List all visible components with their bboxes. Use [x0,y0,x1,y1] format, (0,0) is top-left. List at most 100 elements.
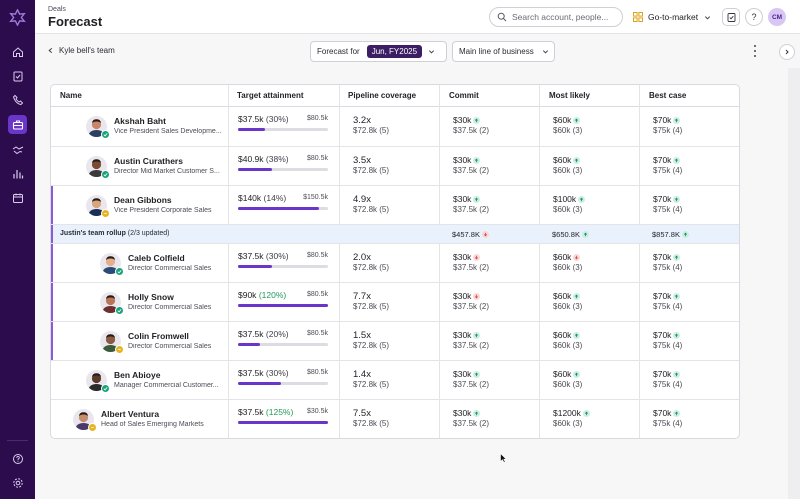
column-header-best-case[interactable]: Best case [649,91,687,100]
commit-value[interactable]: $30k [453,194,481,204]
phone-icon[interactable] [8,90,27,109]
chevron-right-icon[interactable] [86,299,93,306]
table-row[interactable]: Albert Ventura Head of Sales Emerging Mar… [51,400,739,438]
person-name[interactable]: Colin Fromwell [128,331,189,341]
commit-value[interactable]: $30k [453,330,481,340]
bar-chart-icon[interactable] [8,164,27,183]
commit-value[interactable]: $30k [453,291,481,301]
avatar[interactable] [100,292,124,315]
avatar[interactable] [73,409,97,432]
avatar[interactable] [100,331,124,354]
table-row[interactable]: Austin Curathers Director Mid Market Cust… [51,147,739,186]
chevron-right-icon[interactable] [59,416,66,423]
likely-value[interactable]: $60k [553,155,581,165]
workspace-switcher[interactable]: Go-to-market [633,9,711,25]
help-icon[interactable] [8,449,27,468]
line-of-business-select[interactable]: Main line of business [452,41,555,62]
avatar[interactable] [86,195,110,218]
breadcrumb[interactable]: Deals [48,6,66,13]
help-button[interactable]: ? [745,8,763,26]
likely-value[interactable]: $60k [553,291,581,301]
likely-value[interactable]: $60k [553,369,581,379]
column-header-pipeline-coverage[interactable]: Pipeline coverage [348,91,417,100]
trend-up-icon [673,409,681,417]
person-name[interactable]: Holly Snow [128,292,174,302]
commit-value[interactable]: $30k [453,115,481,125]
person-name[interactable]: Austin Curathers [114,156,183,166]
person-name[interactable]: Akshah Baht [114,116,166,126]
coverage-ratio: 1.5x [353,330,371,341]
panel-toggle-button[interactable] [779,44,795,60]
best-value[interactable]: $70k [653,408,681,418]
commit-detail: $37.5k (2) [453,380,490,389]
table-row[interactable]: Dean Gibbons Vice President Corporate Sal… [51,186,739,225]
back-link[interactable]: Kyle bell's team [47,46,115,55]
app-logo-icon[interactable] [9,9,26,26]
commit-value[interactable]: $30k [453,369,481,379]
likely-value[interactable]: $60k [553,330,581,340]
person-name[interactable]: Albert Ventura [101,409,160,419]
best-value[interactable]: $70k [653,369,681,379]
likely-detail: $60k (3) [553,166,583,175]
commit-amount: $30k [453,369,472,379]
clipboard-icon[interactable] [8,66,27,85]
commit-value[interactable]: $30k [453,252,481,262]
tasks-button[interactable] [722,8,740,26]
sidebar-divider [7,440,28,441]
person-name[interactable]: Ben Abioye [114,370,161,380]
rollup-commit-value: $457.8K [452,230,480,239]
column-header-commit[interactable]: Commit [449,91,479,100]
column-header-name[interactable]: Name [60,91,82,100]
submitted-check-icon [101,130,110,139]
avatar[interactable] [86,156,110,179]
avatar[interactable] [86,370,110,393]
rollup-title: Justin's team rollup [60,230,126,237]
handshake-icon[interactable] [8,140,27,159]
best-value[interactable]: $70k [653,291,681,301]
table-row[interactable]: Colin Fromwell Director Commercial Sales $… [51,322,739,361]
likely-value[interactable]: $100k [553,194,586,204]
column-header-target-attainment[interactable]: Target attainment [237,91,304,100]
best-value[interactable]: $70k [653,252,681,262]
column-header-most-likely[interactable]: Most likely [549,91,590,100]
commit-amount: $30k [453,115,472,125]
search-box[interactable] [489,7,623,27]
chevron-right-icon[interactable] [72,377,79,384]
chevron-right-icon[interactable] [86,260,93,267]
best-value[interactable]: $70k [653,115,681,125]
table-row[interactable]: Caleb Colfield Director Commercial Sales $… [51,244,739,283]
best-value[interactable]: $70k [653,330,681,340]
commit-value[interactable]: $30k [453,408,481,418]
table-row[interactable]: Akshah Baht Vice President Sales Developm… [51,107,739,147]
person-name[interactable]: Caleb Colfield [128,253,185,263]
chevron-right-icon[interactable] [72,123,79,130]
briefcase-icon[interactable] [8,115,27,134]
likely-value[interactable]: $60k [553,115,581,125]
rollup-row[interactable]: Justin's team rollup (2/3 updated) $457.8… [51,225,739,244]
best-value[interactable]: $70k [653,155,681,165]
settings-icon[interactable] [8,473,27,492]
user-avatar[interactable]: CM [768,8,786,26]
search-input[interactable] [512,12,622,22]
forecast-period-select[interactable]: Forecast for Jun, FY2025 [310,41,447,62]
likely-value[interactable]: $1200k [553,408,590,418]
attainment-value: $40.9k (38%) [238,154,289,164]
chevron-right-icon[interactable] [72,163,79,170]
home-icon[interactable] [8,42,27,61]
person-name[interactable]: Dean Gibbons [114,195,172,205]
avatar[interactable] [100,253,124,276]
table-row[interactable]: Holly Snow Director Commercial Sales $90k … [51,283,739,322]
calendar-icon[interactable] [8,188,27,207]
chevron-right-icon[interactable] [86,338,93,345]
table-row[interactable]: Ben Abioye Manager Commercial Customer...… [51,361,739,400]
submitted-check-icon [101,170,110,179]
likely-value[interactable]: $60k [553,252,581,262]
rollup-label: Justin's team rollup (2/3 updated) [60,230,169,237]
chevron-down-icon[interactable] [72,202,79,209]
attainment-progress-fill [238,168,273,171]
avatar[interactable] [86,116,110,139]
coverage-ratio: 1.4x [353,369,371,380]
more-options-icon[interactable] [750,45,760,57]
commit-value[interactable]: $30k [453,155,481,165]
best-value[interactable]: $70k [653,194,681,204]
